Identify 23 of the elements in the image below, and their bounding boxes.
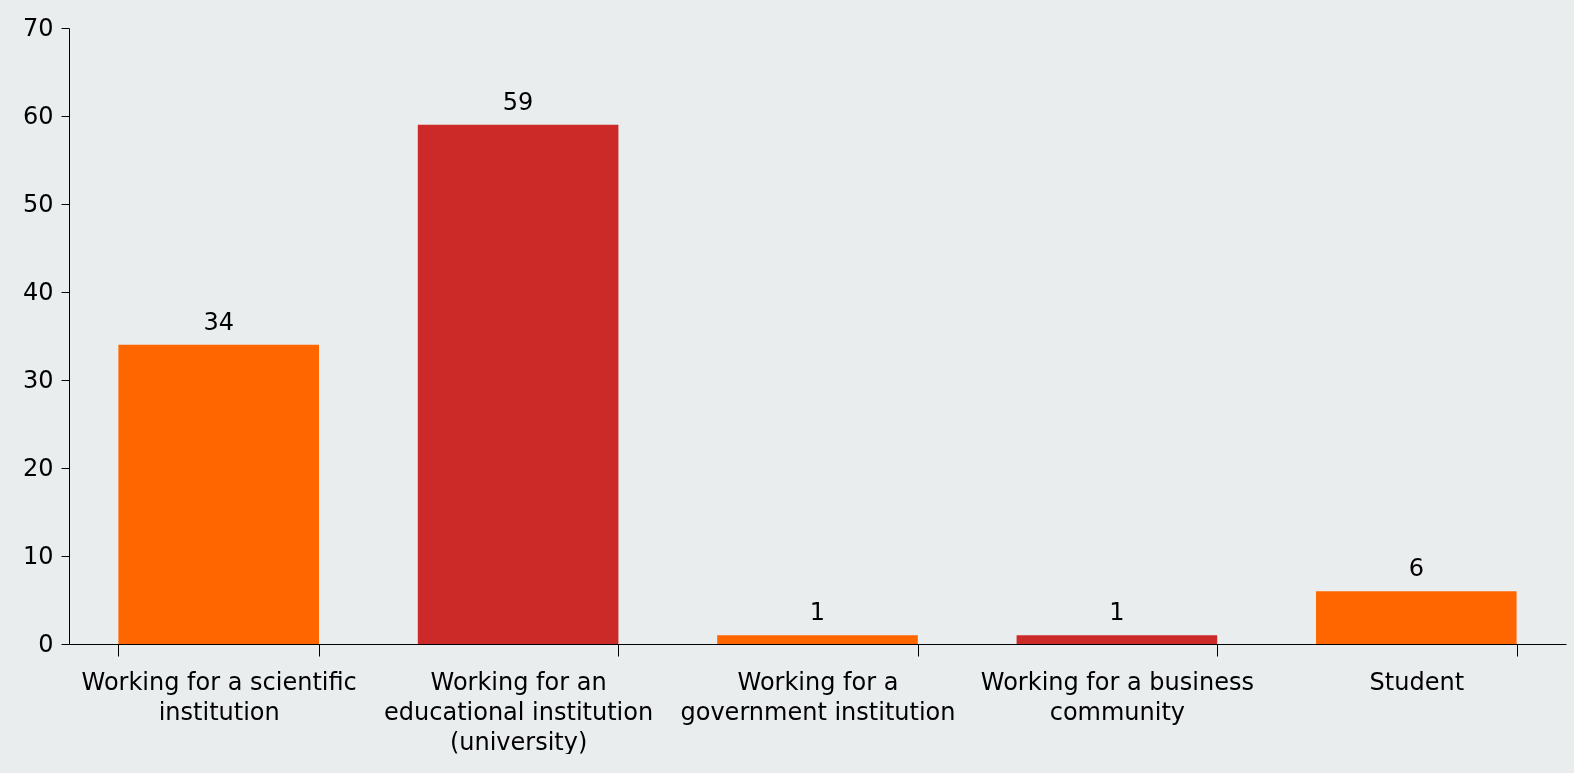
bar [717, 635, 918, 644]
data-label: 1 [1109, 598, 1125, 627]
bar [1316, 591, 1517, 644]
x-tick-label: Working for a scientific institution [81, 667, 357, 726]
x-tick-label: Working for a government institution [680, 667, 956, 726]
data-label: 59 [502, 87, 534, 116]
y-tick-label: 70 [22, 13, 54, 42]
y-tick-label: 0 [38, 629, 54, 658]
y-tick-label: 40 [22, 277, 54, 306]
data-label: 34 [203, 307, 234, 336]
data-label: 1 [809, 598, 826, 627]
data-label: 6 [1408, 554, 1424, 583]
y-tick-label: 30 [22, 365, 54, 394]
x-tick-label: Working for a business community [980, 667, 1254, 726]
bar [118, 344, 319, 644]
bar [1016, 635, 1218, 644]
y-tick-label: 50 [22, 189, 54, 218]
bar [417, 124, 619, 644]
y-tick-label: 10 [22, 541, 54, 570]
x-tick-label: Student [1369, 667, 1465, 696]
y-tick-label: 60 [22, 101, 54, 130]
x-tick-label: Working for an educational institution (university) [384, 667, 654, 756]
y-tick-label: 20 [22, 453, 54, 482]
